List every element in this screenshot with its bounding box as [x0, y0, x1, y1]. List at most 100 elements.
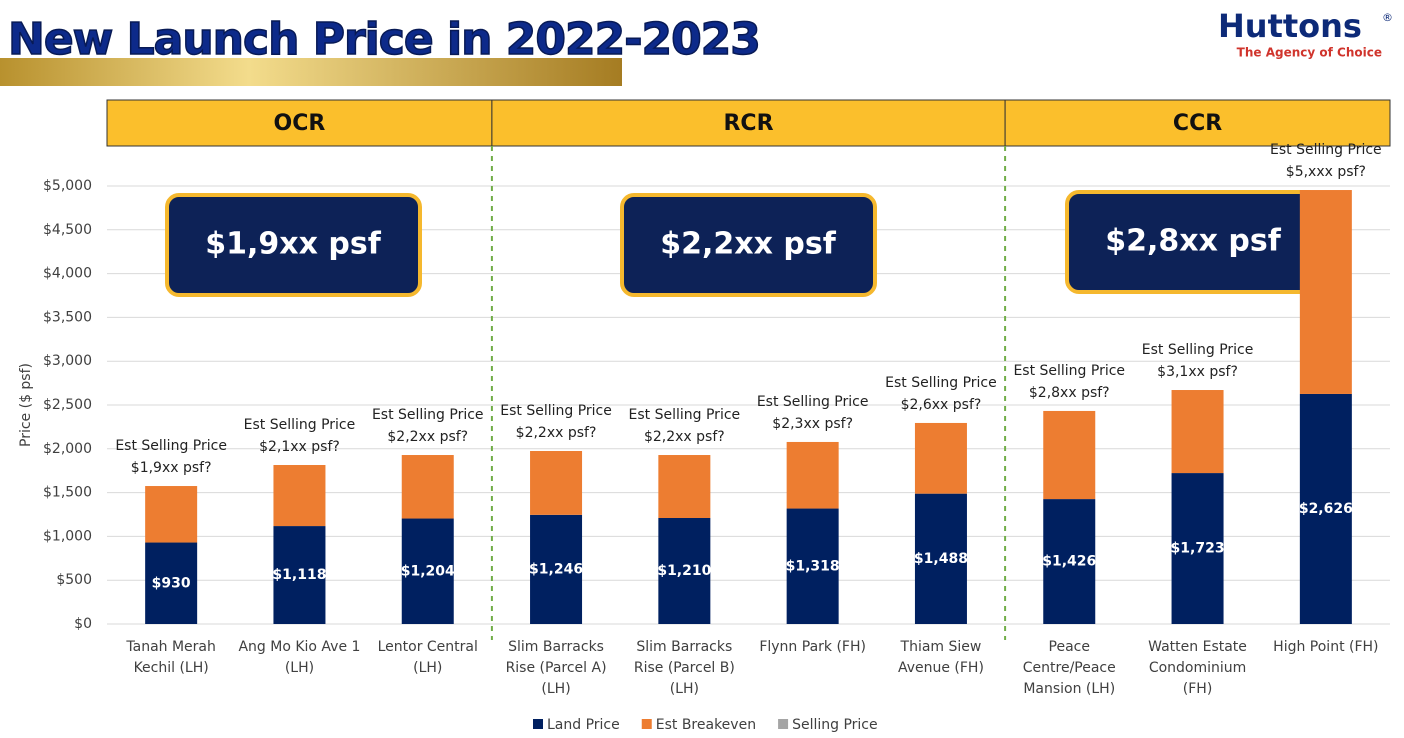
bar-segment [658, 518, 711, 624]
annotation: $2,3xx psf? [772, 416, 853, 432]
legend-swatch [778, 719, 789, 729]
bar-segment [1043, 499, 1096, 624]
x-tick-label: Thiam Siew [900, 639, 982, 655]
annotation: Est Selling Price [885, 375, 997, 391]
x-tick-label: Tanah Merah [125, 639, 216, 655]
y-axis-label: Price ($ psf) [18, 363, 34, 447]
bar-segment [1043, 410, 1096, 500]
x-tick-label: Centre/Peace [1023, 660, 1116, 676]
bar-segment [273, 526, 326, 624]
y-tick-label: $3,500 [43, 309, 92, 325]
bar-segment [145, 542, 198, 624]
x-tick-label: Slim Barracks [636, 639, 732, 655]
value-label: $1,204 [401, 563, 455, 579]
logo-tagline: The Agency of Choice [1237, 46, 1382, 60]
y-tick-label: $2,000 [43, 441, 92, 457]
region-name: CCR [1173, 111, 1222, 136]
legend-swatch [641, 719, 652, 729]
y-tick-label: $1,500 [43, 485, 92, 501]
y-tick-label: $0 [74, 616, 92, 632]
x-tick-label: Watten Estate [1148, 639, 1247, 655]
bar-segment [786, 441, 839, 509]
bar-segment [401, 455, 454, 519]
y-tick-label: $4,500 [43, 222, 92, 238]
y-tick-label: $3,000 [43, 353, 92, 369]
region-price: $2,8xx psf [1105, 224, 1281, 259]
x-tick-label: Slim Barracks [508, 639, 604, 655]
annotation: $2,2xx psf? [644, 429, 725, 445]
x-tick-label: (LH) [413, 660, 442, 676]
annotation: Est Selling Price [757, 394, 869, 410]
bar-segment [401, 518, 454, 624]
y-tick-label: $4,000 [43, 266, 92, 282]
x-tick-label: Peace [1049, 639, 1090, 655]
bar-segment [914, 493, 967, 624]
value-label: $2,626 [1299, 501, 1353, 517]
y-tick-label: $2,500 [43, 397, 92, 413]
annotation: $5,xxx psf? [1286, 164, 1366, 180]
x-tick-label: Condominium [1149, 660, 1246, 676]
annotation: $3,1xx psf? [1157, 364, 1238, 380]
value-label: $1,210 [657, 563, 711, 579]
annotation: $1,9xx psf? [131, 460, 212, 476]
y-tick-label: $1,000 [43, 528, 92, 544]
value-label: $1,488 [914, 551, 968, 567]
legend-swatch [533, 719, 543, 729]
annotation: Est Selling Price [372, 407, 484, 423]
legend-label: Selling Price [792, 717, 878, 733]
annotation: Est Selling Price [500, 403, 612, 419]
value-label: $1,118 [272, 567, 326, 583]
region-name: OCR [274, 111, 326, 136]
logo-mark: ® [1382, 11, 1393, 24]
x-tick-label: Rise (Parcel A) [506, 660, 607, 676]
annotation: Est Selling Price [1142, 342, 1254, 358]
x-tick-label: Avenue (FH) [898, 660, 984, 676]
annotation: Est Selling Price [1270, 142, 1382, 158]
x-tick-label: Mansion (LH) [1023, 681, 1115, 697]
value-label: $1,723 [1171, 541, 1225, 557]
annotation: Est Selling Price [629, 407, 741, 423]
region-box [165, 193, 422, 297]
annotation: Est Selling Price [115, 438, 227, 454]
x-tick-label: (FH) [1183, 681, 1213, 697]
annotation: $2,6xx psf? [901, 397, 982, 413]
value-label: $930 [152, 575, 191, 591]
y-tick-label: $500 [56, 572, 92, 588]
annotation: Est Selling Price [244, 417, 356, 433]
region-header [491, 99, 1006, 147]
legend-label: Est Breakeven [656, 717, 756, 733]
x-tick-label: Kechil (LH) [134, 660, 209, 676]
x-tick-label: Ang Mo Kio Ave 1 [238, 639, 360, 655]
value-label: $1,426 [1042, 554, 1096, 570]
bar-segment [1171, 473, 1224, 624]
annotation: Est Selling Price [1013, 363, 1125, 379]
value-label: $1,318 [786, 558, 840, 574]
annotation: $2,8xx psf? [1029, 385, 1110, 401]
bar-segment [1299, 393, 1352, 624]
x-tick-label: (LH) [670, 681, 699, 697]
chart-title: New Launch Price in 2022-2023 [8, 14, 760, 65]
region-box [620, 193, 877, 297]
legend-label: Land Price [547, 717, 620, 733]
x-tick-label: (LH) [285, 660, 314, 676]
logo-name: Huttons [1218, 7, 1362, 45]
bar-segment [273, 465, 326, 527]
x-tick-label: Flynn Park (FH) [759, 639, 866, 655]
bar-segment [786, 508, 839, 624]
bar-segment [530, 514, 583, 624]
region-header [1004, 99, 1391, 147]
value-label: $1,246 [529, 561, 583, 577]
region-price: $2,2xx psf [660, 227, 836, 262]
bar-segment [658, 455, 711, 519]
y-tick-label: $5,000 [43, 178, 92, 194]
x-tick-label: Rise (Parcel B) [634, 660, 735, 676]
x-tick-label: Lentor Central [378, 639, 478, 655]
x-tick-label: High Point (FH) [1273, 639, 1378, 655]
annotation: $2,2xx psf? [516, 425, 597, 441]
annotation: $2,2xx psf? [387, 429, 468, 445]
bar-segment [530, 450, 583, 515]
bar-segment [914, 422, 967, 494]
x-tick-label: (LH) [541, 681, 570, 697]
annotation: $2,1xx psf? [259, 439, 340, 455]
